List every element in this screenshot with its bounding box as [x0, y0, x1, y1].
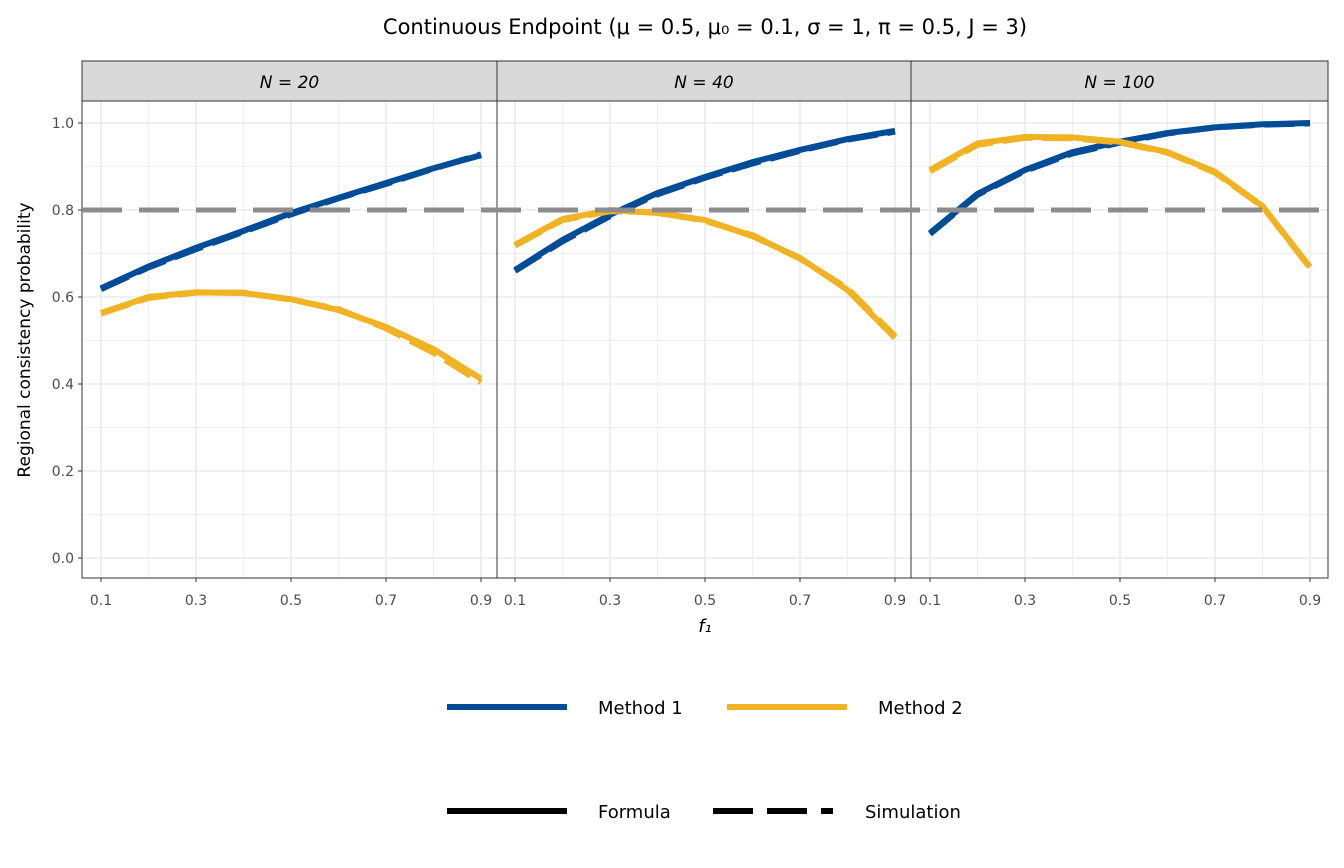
y-tick-label: 0.6: [52, 290, 74, 306]
panel-border: [81, 100, 498, 579]
facet-strip: [496, 60, 912, 102]
facet-strip: [910, 60, 1329, 102]
legend-label-simulation: Simulation: [865, 802, 961, 823]
series-line-method-2-simulation: [513, 208, 898, 339]
series-line-method-1-simulation: [513, 128, 896, 274]
x-tick-label: 0.1: [919, 593, 941, 609]
facet-label: N = 20: [260, 73, 319, 93]
x-tick-label: 0.5: [1109, 593, 1131, 609]
facet-strip: [81, 60, 498, 102]
legend-label-method-2: Method 2: [878, 698, 963, 719]
y-tick-label: 0.0: [52, 551, 74, 567]
x-tick-label: 0.7: [1204, 593, 1226, 609]
panel-border: [496, 100, 912, 579]
x-tick-label: 0.1: [90, 593, 112, 609]
x-tick-label: 0.9: [1299, 593, 1321, 609]
panel-1: N = 20 0.1 0.3 0.5 0.7 0.9 0.0 0.2 0.4 0.6 0.8 1.0: [52, 60, 498, 609]
panel-3: N = 100 0.1 0.3 0.5 0.7 0.9: [910, 60, 1329, 609]
chart-title: Continuous Endpoint (μ = 0.5, μ₀ = 0.1, …: [383, 15, 1027, 39]
x-tick-label: 0.3: [599, 593, 621, 609]
x-axis-label: f₁: [698, 616, 712, 637]
y-axis-label: Regional consistency probability: [15, 202, 35, 477]
x-tick-label: 0.5: [280, 593, 302, 609]
facet-label: N = 100: [1084, 73, 1154, 93]
x-tick-label: 0.3: [1014, 593, 1036, 609]
y-tick-label: 0.4: [52, 377, 74, 393]
series-line-method-1-simulation: [99, 151, 482, 292]
facet-label: N = 40: [674, 73, 733, 93]
x-tick-label: 0.5: [694, 593, 716, 609]
x-tick-label: 0.9: [470, 593, 492, 609]
x-tick-label: 0.3: [185, 593, 207, 609]
legend-label-method-1: Method 1: [598, 698, 683, 719]
x-tick-label: 0.7: [789, 593, 811, 609]
panel-2: N = 40 0.1 0.3 0.5 0.7 0.9: [496, 60, 912, 609]
series-line-method-2-simulation: [100, 289, 483, 385]
legend: Method 1 Method 2 Formula Simulation: [447, 698, 963, 823]
x-tick-label: 0.7: [375, 593, 397, 609]
series-line-method-2-simulation: [928, 134, 1313, 270]
legend-label-formula: Formula: [598, 802, 671, 823]
y-tick-label: 1.0: [52, 116, 74, 132]
x-tick-label: 0.1: [504, 593, 526, 609]
x-tick-label: 0.9: [884, 593, 906, 609]
y-tick-label: 0.8: [52, 203, 74, 219]
y-tick-label: 0.2: [52, 464, 74, 480]
